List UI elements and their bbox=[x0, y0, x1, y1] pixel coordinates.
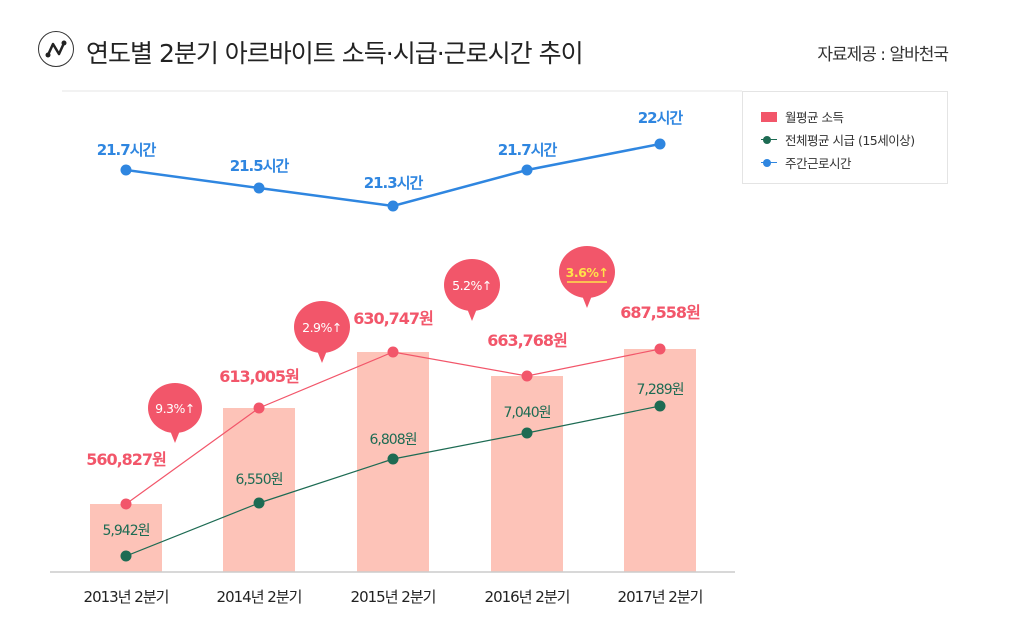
line-chart-icon bbox=[38, 31, 74, 67]
growth-bubble bbox=[148, 383, 202, 433]
hours-label: 21.7시간 bbox=[97, 141, 157, 159]
growth-bubble-label: 2.9%↑ bbox=[302, 320, 342, 335]
growth-bubble bbox=[559, 246, 615, 298]
income-bar bbox=[491, 376, 563, 572]
hours-point bbox=[120, 164, 132, 176]
growth-bubble bbox=[294, 301, 350, 353]
hours-label: 21.7시간 bbox=[498, 141, 558, 159]
wage-label: 5,942원 bbox=[103, 523, 150, 539]
legend: 월평균 소득 전체평균 시급 (15세이상) 주간근로시간 bbox=[742, 91, 948, 184]
legend-item-income: 월평균 소득 bbox=[761, 107, 844, 126]
wage-point bbox=[387, 453, 399, 465]
hours-point bbox=[521, 164, 533, 176]
income-point bbox=[654, 343, 666, 355]
income-point bbox=[253, 402, 265, 414]
hours-point bbox=[654, 138, 666, 150]
x-tick-label: 2013년 2분기 bbox=[84, 588, 169, 606]
source-note: 자료제공 : 알바천국 bbox=[817, 45, 949, 65]
wage-point bbox=[253, 497, 265, 509]
income-label: 663,768원 bbox=[487, 331, 567, 350]
wage-point bbox=[654, 400, 666, 412]
legend-swatch bbox=[761, 158, 777, 168]
wage-point bbox=[120, 550, 132, 562]
hours-label: 22시간 bbox=[638, 109, 684, 127]
legend-item-wage: 전체평균 시급 (15세이상) bbox=[761, 130, 915, 149]
legend-swatch bbox=[761, 111, 777, 122]
growth-bubble-label: 9.3%↑ bbox=[155, 401, 195, 416]
income-point bbox=[521, 370, 533, 382]
growth-bubble bbox=[444, 259, 500, 311]
growth-bubble-label: 3.6%↑ bbox=[566, 265, 609, 280]
wage-label: 6,550원 bbox=[236, 472, 283, 488]
x-tick-label: 2015년 2분기 bbox=[351, 588, 436, 606]
income-bar bbox=[624, 349, 696, 572]
legend-swatch bbox=[761, 135, 777, 145]
wage-label: 6,808원 bbox=[370, 432, 417, 448]
income-label: 687,558원 bbox=[620, 303, 700, 322]
hours-label: 21.5시간 bbox=[230, 157, 290, 175]
x-tick-label: 2016년 2분기 bbox=[485, 588, 570, 606]
legend-item-hours: 주간근로시간 bbox=[761, 153, 852, 172]
page-title: 연도별 2분기 아르바이트 소득·시급·근로시간 추이 bbox=[86, 39, 584, 68]
growth-bubble-label: 5.2%↑ bbox=[452, 278, 492, 293]
income-label: 613,005원 bbox=[219, 367, 299, 386]
income-label: 560,827원 bbox=[86, 450, 166, 469]
x-tick-label: 2017년 2분기 bbox=[618, 588, 703, 606]
wage-label: 7,289원 bbox=[637, 382, 684, 398]
hours-point bbox=[253, 182, 265, 194]
income-label: 630,747원 bbox=[353, 309, 433, 328]
income-bar bbox=[223, 408, 295, 572]
hours-point bbox=[387, 200, 399, 212]
wage-label: 7,040원 bbox=[504, 405, 551, 421]
hours-label: 21.3시간 bbox=[364, 174, 424, 192]
wage-point bbox=[521, 427, 533, 439]
x-tick-label: 2014년 2분기 bbox=[217, 588, 302, 606]
income-point bbox=[387, 346, 399, 358]
income-point bbox=[120, 498, 132, 510]
